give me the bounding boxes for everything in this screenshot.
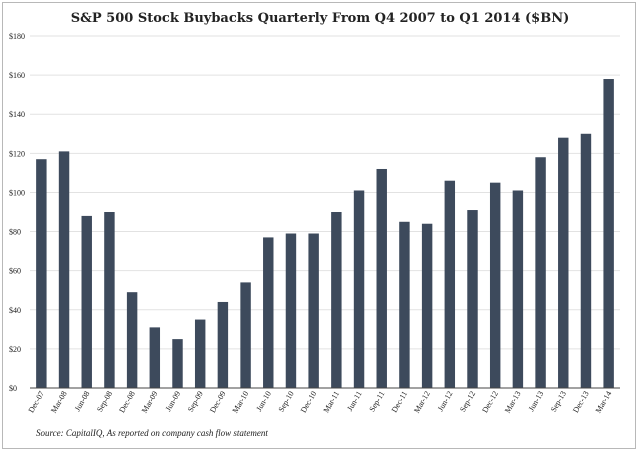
bar-sep-10: [285, 233, 297, 388]
x-tick-label: Sep-09: [186, 390, 205, 414]
bar-mar-10: [240, 282, 251, 388]
x-tick-label: Sep-13: [549, 390, 568, 414]
y-tick-label: $180: [9, 32, 25, 41]
gridlines: [30, 35, 620, 389]
bar-sep-13: [558, 137, 569, 388]
x-tick-label: Mar-09: [140, 390, 160, 415]
bar-jun-12: [444, 180, 456, 388]
x-tick-label: Jun-13: [527, 390, 546, 413]
x-tick-label: Mar-11: [322, 390, 342, 415]
bar-mar-11: [331, 212, 342, 388]
x-tick-label: Dec-11: [390, 390, 409, 415]
bar-mar-13: [512, 190, 524, 388]
x-tick-label: Mar-14: [594, 390, 614, 415]
y-tick-label: $120: [9, 149, 25, 158]
x-tick-label: Jun-11: [345, 390, 364, 413]
x-axis-ticks: Dec-07 Mar-08 Jun-08 Sep-08 Dec-08 Mar-09 Jun-…: [27, 390, 614, 415]
bar-dec-11: [399, 221, 410, 388]
y-tick-label: $60: [9, 267, 21, 276]
x-tick-label: Sep-10: [277, 390, 296, 414]
x-tick-label: Jun-09: [164, 390, 183, 413]
bar-jun-08: [81, 215, 92, 388]
bar-sep-12: [467, 210, 478, 388]
x-tick-label: Sep-12: [458, 390, 477, 414]
bar-mar-12: [421, 223, 433, 388]
y-axis-ticks: $0 $20 $40 $60 $80 $100 $120 $140 $160 $180: [9, 32, 25, 393]
bar-jun-11: [353, 190, 365, 388]
bar-jun-13: [535, 157, 546, 388]
bar-jun-10: [263, 237, 274, 388]
y-tick-label: $40: [9, 306, 21, 315]
x-tick-label: Jun-08: [73, 390, 92, 413]
x-tick-label: Dec-13: [571, 390, 591, 415]
x-tick-label: Dec-10: [299, 390, 319, 415]
x-tick-label: Mar-13: [503, 390, 523, 415]
bar-sep-09: [194, 319, 206, 388]
bar-dec-09: [217, 301, 229, 388]
y-tick-label: $100: [9, 188, 25, 197]
bar-dec-12: [489, 182, 501, 388]
x-tick-label: Dec-12: [480, 390, 500, 415]
bar-dec-10: [308, 233, 319, 388]
x-tick-label: Jun-10: [254, 390, 273, 413]
bar-mar-09: [149, 327, 161, 388]
source-note: Source: CapitalIQ, As reported on compan…: [36, 428, 268, 438]
bar-dec-08: [126, 292, 138, 388]
y-tick-label: $20: [9, 345, 21, 354]
x-tick-label: Dec-08: [117, 390, 137, 415]
x-tick-label: Sep-08: [95, 390, 114, 414]
bar-mar-08: [58, 151, 70, 388]
y-tick-label: $0: [9, 384, 17, 393]
x-tick-label: Jun-12: [436, 390, 455, 413]
x-tick-label: Mar-10: [231, 390, 251, 415]
x-tick-label: Sep-11: [367, 390, 386, 414]
x-tick-label: Dec-09: [208, 390, 228, 415]
bar-mar-14: [603, 79, 614, 389]
chart-title: S&P 500 Stock Buybacks Quarterly From Q4…: [71, 11, 570, 26]
bar-dec-07: [36, 159, 47, 388]
y-tick-label: $80: [9, 228, 21, 237]
bar-sep-08: [104, 212, 115, 388]
x-tick-label: Mar-12: [412, 390, 432, 415]
y-tick-label: $140: [9, 110, 25, 119]
x-tick-label: Mar-08: [49, 390, 69, 415]
bar-dec-13: [580, 133, 592, 388]
bar-sep-11: [376, 168, 387, 388]
y-tick-label: $160: [9, 71, 25, 80]
x-tick-label: Dec-07: [27, 390, 47, 415]
bar-jun-09: [172, 339, 183, 388]
bars: [36, 79, 614, 389]
